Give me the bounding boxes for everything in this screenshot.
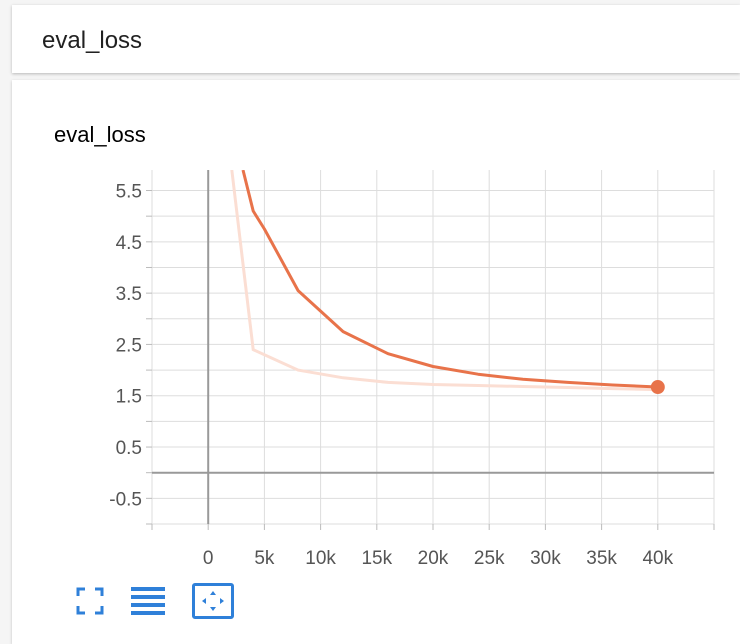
header-card: eval_loss bbox=[12, 5, 740, 73]
fullscreen-button[interactable] bbox=[69, 583, 111, 619]
x-tick-label: 20k bbox=[418, 548, 449, 569]
fit-domain-button[interactable] bbox=[192, 583, 234, 619]
raw-series-line bbox=[230, 170, 658, 392]
y-tick-label: 0.5 bbox=[116, 438, 142, 459]
y-tick-label: 1.5 bbox=[116, 387, 142, 408]
chart-title: eval_loss bbox=[54, 122, 146, 147]
x-tick-label: 5k bbox=[254, 548, 275, 569]
x-tick-label: 30k bbox=[530, 548, 561, 569]
last-point-marker bbox=[650, 380, 665, 395]
x-tick-label: 35k bbox=[586, 548, 617, 569]
y-tick-label: 3.5 bbox=[116, 284, 142, 305]
y-tick-label: 4.5 bbox=[116, 233, 142, 254]
x-tick-label: 15k bbox=[361, 548, 392, 569]
x-tick-label: 25k bbox=[474, 548, 505, 569]
data-table-button[interactable] bbox=[127, 583, 169, 619]
fullscreen-icon bbox=[76, 587, 104, 615]
x-tick-label: 10k bbox=[305, 548, 336, 569]
fit-domain-icon bbox=[202, 591, 224, 611]
y-tick-label: 2.5 bbox=[116, 335, 142, 356]
chart-card: eval_loss -0.5 0.5 1.5 2.5 3.5 4.5 5.5 0 5k 10k 15… bbox=[12, 80, 740, 644]
smoothed-series-line bbox=[241, 170, 658, 389]
y-tick-label: -0.5 bbox=[109, 489, 142, 510]
y-tick-label: 5.5 bbox=[116, 182, 142, 203]
eval-loss-chart[interactable]: -0.5 0.5 1.5 2.5 3.5 4.5 5.5 0 5k 10k 15k 20k 25k 30k… bbox=[12, 80, 740, 644]
page-title: eval_loss bbox=[42, 27, 143, 54]
x-tick-label: 40k bbox=[642, 548, 673, 569]
data-table-icon bbox=[131, 587, 165, 615]
x-tick-label: 0 bbox=[203, 548, 214, 569]
